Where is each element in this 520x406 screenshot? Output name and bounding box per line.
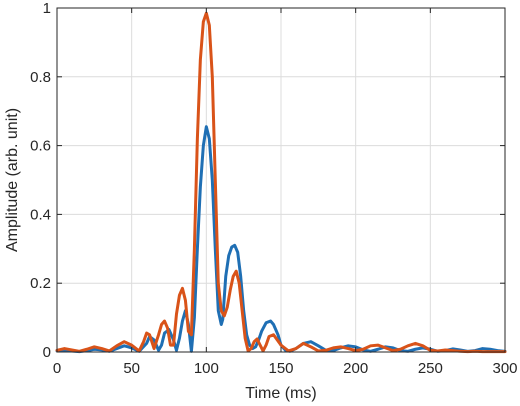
x-tick-label: 200: [343, 360, 368, 377]
y-tick-label: 0.4: [30, 206, 51, 223]
data-series: [55, 11, 507, 354]
y-tick-label: 0.2: [30, 275, 51, 292]
y-tick-label: 0.8: [30, 69, 51, 86]
x-axis-label: Time (ms): [245, 385, 316, 402]
x-tick-label: 300: [492, 360, 517, 377]
x-tick-label: 100: [194, 360, 219, 377]
series-line-2: [55, 11, 507, 354]
y-tick-label: 0.6: [30, 138, 51, 155]
axis-ticks: 0 50 100 150 200 250 300 0 0.2 0.4 0.6 0.8 1: [30, 0, 517, 377]
y-tick-label: 1: [43, 0, 51, 17]
x-tick-label: 150: [268, 360, 293, 377]
x-tick-label: 50: [123, 360, 140, 377]
y-axis-label: Amplitude (arb. unit): [4, 108, 21, 252]
x-tick-label: 0: [53, 360, 61, 377]
y-tick-label: 0: [43, 344, 51, 361]
x-tick-label: 250: [418, 360, 443, 377]
